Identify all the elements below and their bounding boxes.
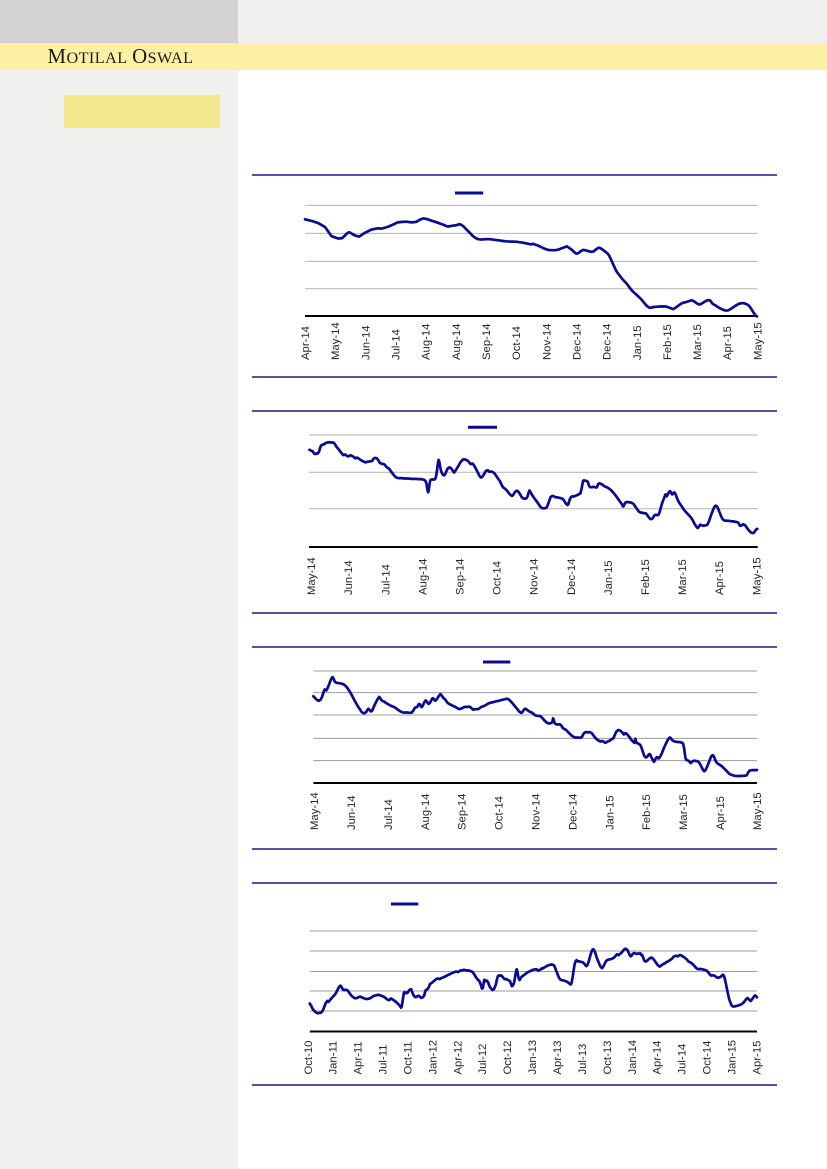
- svg-text:Oct-14: Oct-14: [702, 1041, 714, 1075]
- svg-text:Aug-14: Aug-14: [451, 324, 463, 360]
- svg-text:Jun-14: Jun-14: [343, 560, 355, 595]
- svg-text:Apr-12: Apr-12: [452, 1041, 464, 1075]
- svg-text:Jan-13: Jan-13: [527, 1040, 539, 1075]
- svg-text:Aug-14: Aug-14: [417, 559, 429, 595]
- svg-text:Apr-15: Apr-15: [714, 561, 726, 595]
- svg-text:Jul-12: Jul-12: [477, 1044, 489, 1075]
- svg-text:Jun-14: Jun-14: [360, 325, 372, 360]
- svg-text:Nov-14: Nov-14: [529, 559, 541, 595]
- svg-text:Mar-15: Mar-15: [678, 794, 690, 830]
- svg-text:May-14: May-14: [330, 322, 342, 360]
- svg-text:Jan-15: Jan-15: [726, 1040, 738, 1075]
- svg-text:Aug-14: Aug-14: [421, 324, 433, 360]
- svg-text:Jan-15: Jan-15: [632, 325, 644, 360]
- svg-text:Dec-14: Dec-14: [566, 559, 578, 595]
- svg-text:Oct-13: Oct-13: [602, 1041, 614, 1075]
- svg-text:Feb-15: Feb-15: [640, 559, 652, 595]
- svg-text:Dec-14: Dec-14: [602, 324, 614, 360]
- svg-text:Jun-14: Jun-14: [346, 795, 358, 830]
- svg-text:Jan-11: Jan-11: [328, 1041, 340, 1075]
- svg-text:Jan-15: Jan-15: [604, 795, 616, 830]
- svg-text:Sep-14: Sep-14: [481, 324, 493, 360]
- svg-text:Jul-14: Jul-14: [380, 564, 392, 595]
- svg-text:Jul-11: Jul-11: [378, 1045, 390, 1075]
- svg-text:May-15: May-15: [752, 792, 764, 830]
- svg-text:Nov-14: Nov-14: [541, 324, 553, 360]
- svg-text:Feb-15: Feb-15: [662, 324, 674, 360]
- svg-text:Sep-14: Sep-14: [455, 559, 467, 595]
- svg-text:Apr-11: Apr-11: [353, 1041, 365, 1074]
- svg-text:Apr-15: Apr-15: [722, 326, 734, 360]
- svg-text:Jul-14: Jul-14: [391, 329, 403, 360]
- svg-text:May-14: May-14: [309, 792, 321, 830]
- svg-text:Oct-12: Oct-12: [502, 1041, 514, 1075]
- svg-text:Jul-14: Jul-14: [383, 799, 395, 830]
- svg-text:Jan-15: Jan-15: [603, 560, 615, 595]
- svg-text:May-14: May-14: [306, 557, 318, 595]
- svg-text:Jul-14: Jul-14: [677, 1044, 689, 1075]
- svg-text:Aug-14: Aug-14: [420, 794, 432, 830]
- svg-text:Dec-14: Dec-14: [572, 324, 584, 360]
- svg-text:Oct-11: Oct-11: [403, 1041, 415, 1074]
- svg-text:Apr-14: Apr-14: [300, 326, 312, 360]
- svg-text:Feb-15: Feb-15: [641, 794, 653, 830]
- svg-text:May-15: May-15: [752, 322, 764, 360]
- svg-text:Oct-14: Oct-14: [511, 326, 523, 360]
- svg-text:Jul-13: Jul-13: [577, 1044, 589, 1075]
- svg-text:Dec-14: Dec-14: [567, 794, 579, 830]
- svg-text:Apr-15: Apr-15: [715, 796, 727, 830]
- svg-text:Oct-14: Oct-14: [494, 796, 506, 830]
- svg-text:Jan-12: Jan-12: [427, 1040, 439, 1075]
- svg-text:Oct-14: Oct-14: [492, 561, 504, 595]
- svg-text:Apr-15: Apr-15: [751, 1041, 763, 1075]
- svg-text:Apr-13: Apr-13: [552, 1041, 564, 1075]
- svg-text:Jan-14: Jan-14: [627, 1040, 639, 1075]
- svg-text:Mar-15: Mar-15: [677, 559, 689, 595]
- svg-text:Apr-14: Apr-14: [652, 1041, 664, 1075]
- svg-text:Mar-15: Mar-15: [692, 324, 704, 360]
- svg-text:Nov-14: Nov-14: [531, 794, 543, 830]
- svg-text:May-15: May-15: [751, 557, 763, 595]
- svg-text:Oct-10: Oct-10: [303, 1041, 315, 1075]
- svg-text:Sep-14: Sep-14: [457, 794, 469, 830]
